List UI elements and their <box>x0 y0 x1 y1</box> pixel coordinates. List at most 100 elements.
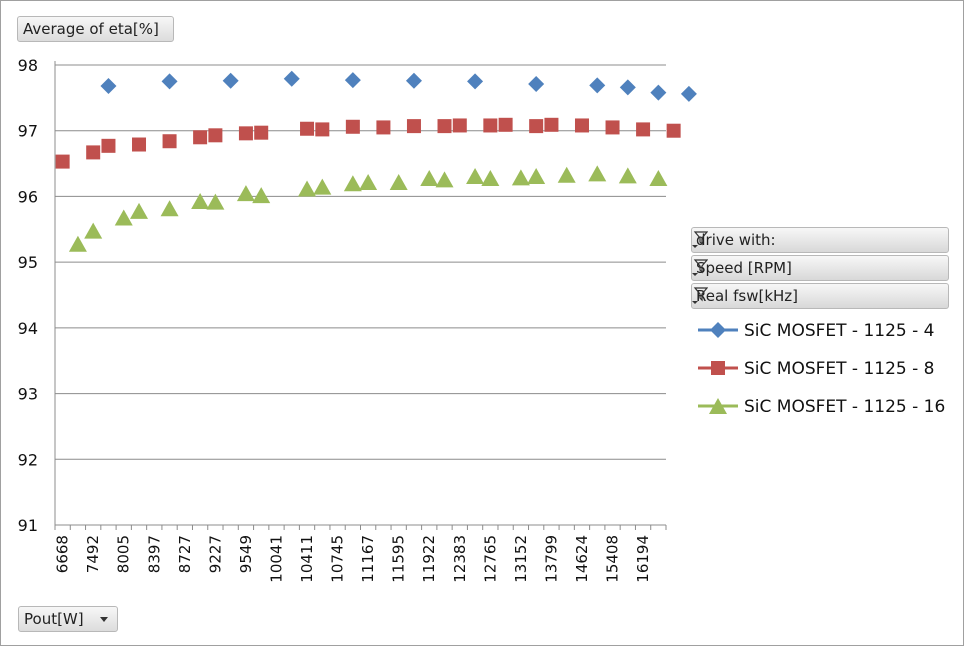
filter-label: Speed [RPM] <box>696 259 792 277</box>
x-tick-label: 9549 <box>237 535 255 573</box>
x-tick-label: 13152 <box>512 535 530 583</box>
axis-field-label: Pout[W] <box>24 610 84 628</box>
x-tick-label: 8005 <box>115 535 133 573</box>
data-point-series-2 <box>574 118 589 133</box>
data-point-series-3 <box>160 200 179 217</box>
value-field-button[interactable]: Average of eta[%] <box>17 16 174 42</box>
x-tick-label: 11922 <box>420 535 438 583</box>
legend-label: SiC MOSFET - 1125 - 8 <box>744 359 935 379</box>
data-point-series-1 <box>650 84 667 101</box>
filter-drive-with[interactable]: drive with: <box>691 227 949 253</box>
x-tick-label: 12765 <box>481 535 499 583</box>
data-point-series-2 <box>162 134 177 149</box>
dropdown-arrow-icon <box>100 617 108 622</box>
data-point-series-3 <box>359 173 378 190</box>
legend-label: SiC MOSFET - 1125 - 16 <box>744 397 945 417</box>
data-point-series-3 <box>68 235 87 252</box>
data-point-series-3 <box>420 170 439 187</box>
data-point-series-2 <box>376 120 391 135</box>
data-point-series-3 <box>114 209 133 226</box>
y-tick-label: 97 <box>18 122 38 141</box>
x-tick-label: 13799 <box>542 535 560 583</box>
data-point-series-3 <box>252 187 271 204</box>
y-tick-label: 91 <box>18 516 38 535</box>
data-point-series-1 <box>589 77 606 94</box>
y-tick-label: 96 <box>18 187 38 206</box>
data-point-series-2 <box>238 126 253 141</box>
x-tick-label: 16194 <box>634 535 652 583</box>
x-tick-label: 6668 <box>54 535 72 573</box>
data-point-series-3 <box>389 173 408 190</box>
data-point-series-1 <box>100 78 117 95</box>
y-tick-label: 94 <box>18 319 38 338</box>
y-tick-label: 98 <box>18 56 38 75</box>
filter-real-fsw[interactable]: Real fsw[kHz] <box>691 283 949 309</box>
filter-funnel-icon <box>692 231 708 248</box>
data-point-series-3 <box>236 185 255 202</box>
data-point-series-3 <box>298 180 317 197</box>
data-point-series-2 <box>193 130 208 145</box>
data-point-series-3 <box>481 170 500 187</box>
x-tick-label: 11595 <box>390 535 408 583</box>
legend-marker <box>710 322 726 338</box>
x-tick-label: 8727 <box>176 535 194 573</box>
data-point-series-3 <box>527 168 546 185</box>
x-tick-label: 10041 <box>267 535 285 583</box>
filter-funnel-icon <box>692 259 708 276</box>
data-point-series-2 <box>55 154 70 169</box>
data-point-series-1 <box>405 72 422 89</box>
data-point-series-3 <box>435 171 454 188</box>
x-tick-label: 10411 <box>298 535 316 583</box>
data-point-series-2 <box>605 120 620 135</box>
data-point-series-3 <box>206 193 225 210</box>
data-point-series-2 <box>544 117 559 132</box>
data-point-series-2 <box>666 123 681 138</box>
data-point-series-3 <box>511 169 530 186</box>
data-point-series-2 <box>529 119 544 134</box>
data-point-series-2 <box>132 137 147 152</box>
data-point-series-2 <box>300 121 315 136</box>
data-point-series-2 <box>452 118 467 133</box>
x-tick-label: 15408 <box>604 535 622 583</box>
data-point-series-2 <box>101 138 116 153</box>
x-tick-label: 9227 <box>206 535 224 573</box>
y-tick-label: 92 <box>18 450 38 469</box>
data-point-series-1 <box>222 72 239 89</box>
x-tick-label: 8397 <box>145 535 163 573</box>
data-point-series-2 <box>483 118 498 133</box>
legend-label: SiC MOSFET - 1125 - 4 <box>744 321 935 341</box>
data-point-series-2 <box>315 122 330 137</box>
data-point-series-2 <box>406 119 421 134</box>
data-point-series-3 <box>649 170 668 187</box>
x-tick-label: 11167 <box>359 535 377 583</box>
x-tick-label: 10745 <box>329 535 347 583</box>
filter-speed[interactable]: Speed [RPM] <box>691 255 949 281</box>
data-point-series-2 <box>254 125 269 140</box>
data-point-series-2 <box>86 145 101 160</box>
data-point-series-3 <box>313 178 332 195</box>
data-point-series-2 <box>437 119 452 134</box>
axis-field-button[interactable]: Pout[W] <box>18 606 118 632</box>
x-tick-label: 12383 <box>451 535 469 583</box>
data-point-series-1 <box>680 85 697 102</box>
legend-marker <box>709 398 727 414</box>
legend-marker <box>711 361 725 375</box>
x-tick-label: 7492 <box>84 535 102 573</box>
x-tick-label: 14624 <box>573 535 591 583</box>
data-point-series-3 <box>84 222 103 239</box>
y-tick-label: 95 <box>18 253 38 272</box>
data-point-series-3 <box>191 193 210 210</box>
data-point-series-3 <box>557 166 576 183</box>
data-point-series-1 <box>467 73 484 90</box>
data-point-series-2 <box>208 128 223 143</box>
y-tick-label: 93 <box>18 385 38 404</box>
data-point-series-3 <box>588 165 607 182</box>
data-point-series-3 <box>130 202 149 219</box>
data-point-series-3 <box>466 168 485 185</box>
data-point-series-1 <box>344 72 361 89</box>
data-point-series-2 <box>636 122 651 137</box>
data-point-series-2 <box>345 119 360 134</box>
filter-funnel-icon <box>692 287 708 304</box>
